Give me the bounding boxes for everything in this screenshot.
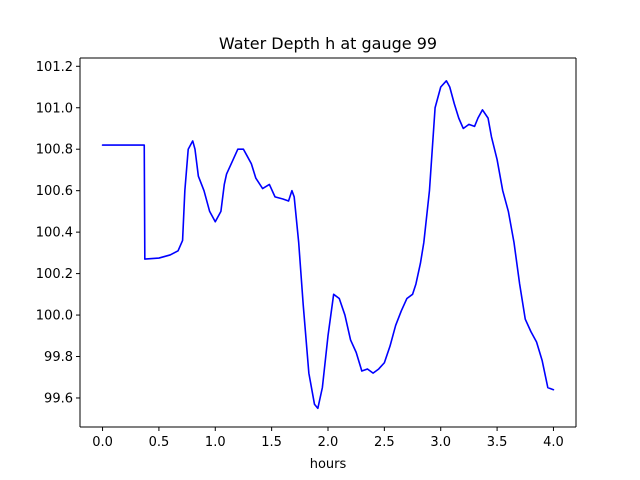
x-tick-label: 3.5 [487,435,508,450]
x-tick-label: 2.5 [374,435,395,450]
x-tick-label: 4.0 [543,435,564,450]
x-tick-label: 1.5 [261,435,282,450]
x-axis-title: hours [310,457,347,472]
y-tick-label: 100.8 [36,143,73,158]
x-tick-label: 2.0 [318,435,339,450]
x-tick-label: 0.0 [92,435,113,450]
y-tick-label: 99.6 [44,391,73,406]
plot-layer: 0.0 0.5 1.0 1.5 2.0 2.5 3.0 3.5 4.0 99.6 99.8 100.0… [36,57,577,450]
y-tick-label: 101.0 [36,101,73,116]
x-tick-label: 1.0 [205,435,226,450]
y-tick-label: 99.8 [44,350,73,365]
series-line-0 [101,80,555,410]
y-tick-label: 100.2 [36,267,73,282]
y-tick-label: 100.0 [36,309,73,324]
x-tick-label: 0.5 [149,435,170,450]
y-tick-label: 100.4 [36,226,73,241]
chart-title: Water Depth h at gauge 99 [219,34,437,53]
x-tick-label: 3.0 [430,435,451,450]
y-tick-label: 100.6 [36,184,73,199]
y-tick-label: 101.2 [36,60,73,75]
